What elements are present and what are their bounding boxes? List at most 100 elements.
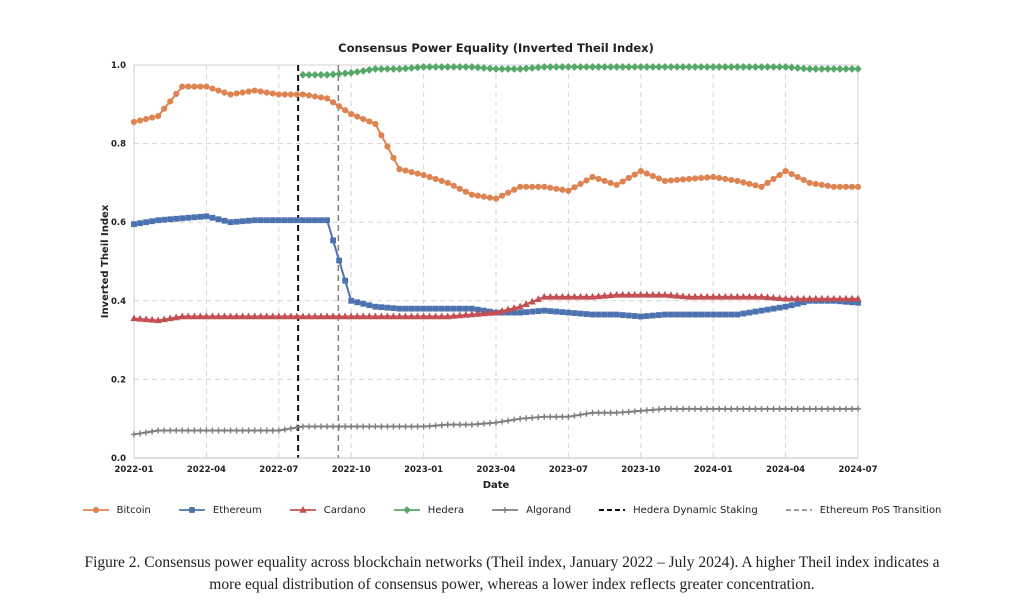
- data-point: [287, 217, 294, 224]
- data-point: [564, 63, 573, 71]
- data-point: [704, 174, 711, 181]
- data-point: [293, 424, 300, 431]
- data-point: [529, 308, 536, 315]
- data-point: [498, 307, 506, 314]
- data-point: [257, 312, 265, 320]
- data-point: [456, 421, 463, 428]
- data-point: [794, 300, 801, 307]
- data-point: [372, 120, 379, 128]
- y-axis-label: Inverted Theil Index: [100, 204, 111, 318]
- data-point: [318, 423, 325, 430]
- data-point: [631, 171, 638, 178]
- legend-label: Ethereum PoS Transition: [819, 504, 942, 516]
- data-point: [842, 183, 850, 190]
- data-point: [239, 218, 246, 225]
- data-point: [601, 409, 608, 416]
- data-point: [486, 309, 494, 316]
- data-point: [589, 409, 596, 416]
- data-point: [776, 405, 783, 412]
- data-point: [167, 427, 174, 434]
- x-tick-label: 2023-01: [404, 465, 443, 475]
- axes: 2022-01 2022-04 2022-07 2022-10 2023-01 2023-…: [111, 61, 878, 475]
- data-point: [161, 427, 168, 434]
- data-point: [505, 417, 512, 424]
- data-point: [680, 311, 686, 318]
- data-point: [377, 312, 386, 320]
- data-point: [371, 64, 380, 73]
- data-point: [341, 312, 349, 320]
- data-point: [758, 183, 765, 190]
- data-point: [275, 217, 282, 224]
- data-point: [553, 308, 560, 315]
- data-point: [716, 405, 723, 412]
- data-point: [842, 64, 850, 73]
- data-point: [281, 91, 288, 98]
- data-point: [649, 312, 656, 319]
- data-point: [335, 69, 343, 78]
- data-point: [401, 312, 410, 320]
- data-point: [149, 114, 156, 121]
- data-point: [499, 418, 506, 425]
- data-point: [444, 312, 452, 320]
- data-point: [601, 311, 608, 318]
- data-point: [589, 173, 596, 181]
- data-point: [504, 305, 512, 313]
- data-point: [480, 309, 488, 317]
- data-point: [528, 64, 536, 72]
- data-point: [486, 194, 494, 201]
- data-point: [407, 312, 416, 320]
- data-point: [818, 64, 826, 73]
- data-point: [438, 422, 445, 429]
- data-point: [353, 67, 361, 76]
- data-point: [492, 308, 500, 316]
- chart-title: Consensus Power Equality (Inverted Theil…: [338, 41, 654, 55]
- data-point: [161, 105, 168, 112]
- data-point: [517, 415, 524, 422]
- data-point: [408, 423, 415, 430]
- data-point: [366, 118, 373, 125]
- data-point: [311, 312, 319, 320]
- data-point: [173, 427, 180, 434]
- data-point: [408, 168, 415, 176]
- data-point: [800, 294, 808, 302]
- data-point: [848, 294, 856, 302]
- data-point: [582, 292, 591, 300]
- data-point: [739, 63, 748, 71]
- data-point: [649, 406, 656, 413]
- data-point: [468, 421, 475, 428]
- data-point: [403, 506, 411, 514]
- data-point: [535, 308, 542, 315]
- data-point: [812, 64, 820, 73]
- data-point: [166, 314, 174, 322]
- data-point: [155, 112, 162, 120]
- data-point: [209, 214, 216, 221]
- data-point: [263, 312, 271, 320]
- y-tick-label: 0.2: [111, 375, 126, 385]
- data-point: [680, 405, 687, 412]
- data-point: [691, 292, 699, 300]
- legend: Bitcoin Ethereum Cardano Hedera Algorand Hede…: [0, 500, 1024, 520]
- data-point: [323, 312, 331, 320]
- data-point: [842, 294, 850, 302]
- data-point: [722, 311, 729, 318]
- data-point: [740, 310, 747, 317]
- legend-item: Hedera Dynamic Staking: [599, 500, 758, 520]
- data-point: [414, 305, 421, 312]
- data-point: [348, 297, 355, 304]
- data-point: [649, 172, 656, 180]
- data-point: [806, 294, 814, 302]
- data-point: [432, 422, 439, 429]
- data-point: [384, 304, 391, 311]
- data-point: [450, 305, 457, 312]
- data-point: [836, 183, 844, 190]
- data-point: [535, 414, 542, 421]
- data-point: [306, 217, 312, 224]
- data-point: [179, 83, 186, 90]
- data-point: [203, 213, 210, 220]
- data-point: [534, 63, 542, 72]
- data-point: [848, 64, 856, 73]
- data-point: [704, 311, 711, 318]
- data-point: [565, 187, 572, 194]
- data-point: [697, 63, 705, 71]
- data-point: [173, 90, 180, 98]
